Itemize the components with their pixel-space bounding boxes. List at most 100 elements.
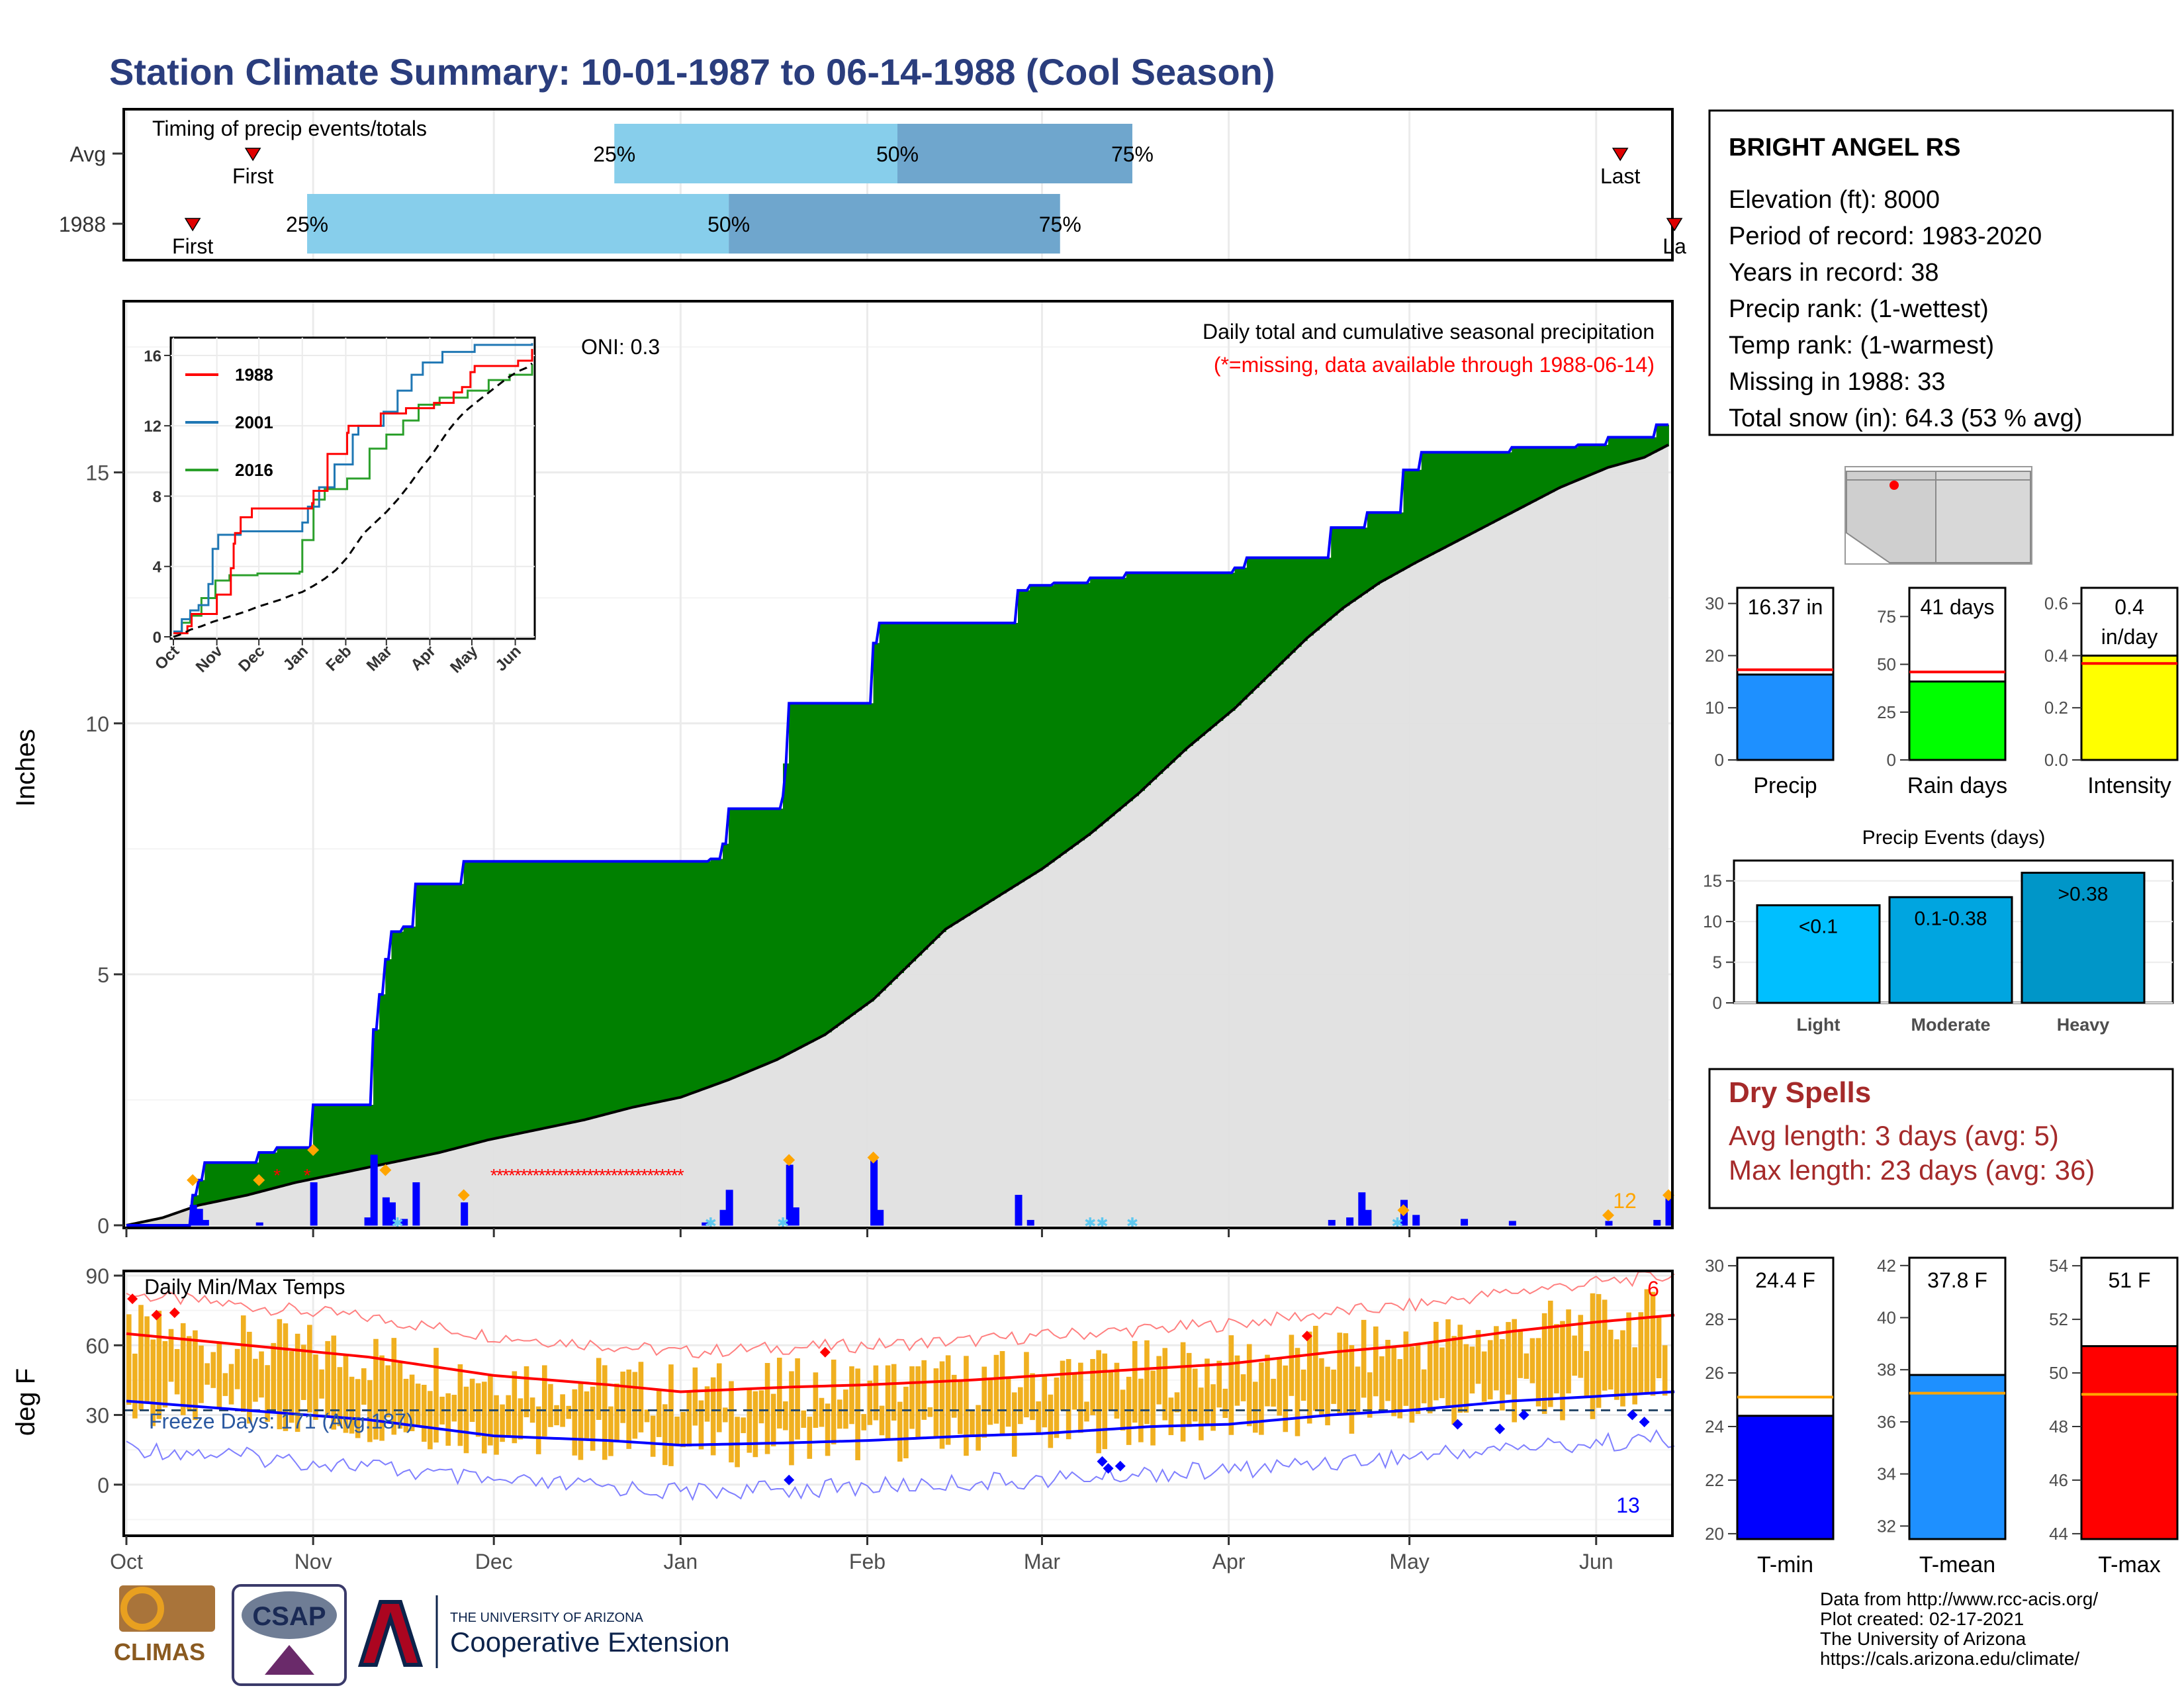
- daily-temp-bar: [1439, 1347, 1445, 1399]
- daily-temp-bar: [289, 1351, 295, 1423]
- above-average-strip: [535, 861, 543, 1129]
- daily-temp-bar: [247, 1331, 252, 1424]
- daily-temp-bar: [1108, 1371, 1114, 1411]
- precip-areas: [126, 423, 1669, 1227]
- above-average-strip: [1656, 424, 1663, 450]
- summary-bar-value: 0.4: [2115, 595, 2144, 619]
- snow-marker: [307, 1144, 320, 1156]
- daily-temp-bar: [1644, 1289, 1650, 1394]
- above-average-strip: [271, 1152, 278, 1188]
- daily-temp-bar: [1590, 1293, 1596, 1419]
- daily-temp-bar: [807, 1417, 813, 1459]
- daily-temp-bar: [560, 1394, 565, 1427]
- daily-temp-bar: [674, 1416, 680, 1445]
- events-y-tick-label: 0: [1713, 993, 1722, 1013]
- daily-precip-bar: [1461, 1219, 1469, 1226]
- daily-temp-bar: [704, 1386, 710, 1422]
- above-average-strip: [716, 859, 723, 1084]
- state-border: [1846, 471, 2030, 481]
- snow-marker: [253, 1174, 265, 1186]
- temp-bar-y-tick-label: 28: [1705, 1309, 1724, 1329]
- above-average-strip: [638, 861, 645, 1105]
- temp-bar-y-tick-label: 50: [2049, 1363, 2068, 1383]
- above-average-strip: [1632, 437, 1639, 460]
- daily-temp-bar: [1535, 1338, 1541, 1407]
- above-average-strip: [1614, 437, 1621, 465]
- summary-y-tick-label: 0.0: [2044, 750, 2068, 770]
- daily-precip-bar: [1653, 1219, 1661, 1226]
- daily-temp-bar: [1036, 1401, 1041, 1434]
- above-average-strip: [873, 643, 880, 997]
- ua-small-text: THE UNIVERSITY OF ARIZONA: [450, 1611, 644, 1625]
- temp-bar-y-tick-label: 46: [2049, 1470, 2068, 1490]
- above-average-strip: [1078, 583, 1085, 841]
- daily-temp-bar: [500, 1404, 505, 1442]
- daily-temp-bar: [1403, 1331, 1409, 1406]
- above-average-strip: [909, 623, 917, 962]
- event-bar: [1756, 904, 1881, 1004]
- daily-temp-bar: [1313, 1325, 1318, 1411]
- missing-marker: *: [665, 1165, 672, 1186]
- above-average-strip: [506, 861, 513, 1136]
- daily-temp-bar: [999, 1351, 1005, 1435]
- above-average-strip: [608, 861, 615, 1113]
- record-low-marker: [1639, 1417, 1650, 1428]
- daily-temp-bar: [199, 1345, 204, 1403]
- above-average-strip: [1108, 577, 1115, 817]
- above-average-strip: [987, 623, 995, 901]
- above-average-strip: [199, 1180, 206, 1205]
- daily-temp-bar: [1180, 1342, 1186, 1442]
- daily-temp-bar: [385, 1365, 390, 1418]
- observed-cumulative-line: [126, 423, 1668, 1227]
- above-average-strip: [1222, 573, 1230, 716]
- above-average-strip: [1391, 512, 1398, 575]
- above-average-strip: [752, 808, 760, 1069]
- daily-temp-bar: [283, 1323, 289, 1431]
- above-average-strip: [903, 623, 911, 968]
- event-bar-label: <0.1: [1799, 916, 1838, 938]
- daily-temp-bar: [729, 1381, 734, 1463]
- daily-temp-bar: [1578, 1315, 1584, 1378]
- daily-temp-bar: [1210, 1384, 1216, 1431]
- daily-temp-bar: [590, 1386, 596, 1451]
- daily-temp-bar: [518, 1398, 523, 1440]
- temp-bar-y-tick-label: 48: [2049, 1417, 2068, 1436]
- daily-temp-bar: [933, 1368, 939, 1437]
- above-average-strip: [1355, 528, 1362, 598]
- summary-bar-label: Rain days: [1907, 773, 2007, 798]
- daily-temp-bar: [626, 1369, 632, 1449]
- daily-temp-bar: [156, 1311, 162, 1419]
- above-average-strip: [379, 994, 387, 1165]
- above-average-strip: [1638, 437, 1645, 459]
- above-average-strip: [1234, 567, 1242, 706]
- above-average-strip: [1578, 444, 1585, 479]
- above-average-strip: [964, 623, 971, 916]
- above-average-strip: [945, 623, 952, 927]
- above-average-strip: [313, 1105, 320, 1178]
- daily-precip-bar: [201, 1219, 209, 1226]
- daily-precip-bar: [719, 1209, 727, 1226]
- daily-temp-bar: [1090, 1358, 1095, 1415]
- missing-marker: *: [641, 1165, 648, 1186]
- temp-bar-y-tick-label: 40: [1877, 1308, 1896, 1328]
- above-average-strip: [307, 1147, 314, 1180]
- daily-temp-bar: [1277, 1357, 1282, 1416]
- above-average-strip: [789, 703, 796, 1052]
- snow-marker: [187, 1174, 199, 1186]
- daily-temp-bar: [463, 1386, 469, 1454]
- above-average-strip: [1433, 452, 1440, 552]
- daily-precip-bar: [189, 1205, 197, 1226]
- above-average-strip: [355, 1105, 362, 1170]
- daily-precip-bar: [1605, 1221, 1613, 1226]
- daily-precip-bar: [1508, 1221, 1516, 1226]
- corner-count: 12: [1613, 1189, 1637, 1213]
- temp-bar-y-tick-label: 30: [1705, 1256, 1724, 1276]
- daily-temp-bar: [1024, 1352, 1029, 1418]
- above-average-strip: [403, 926, 410, 1160]
- above-average-strip: [1240, 567, 1248, 700]
- daily-temp-bar: [409, 1374, 415, 1432]
- above-average-strip: [1494, 452, 1500, 521]
- above-average-strip: [885, 623, 892, 985]
- above-average-strip: [277, 1147, 284, 1187]
- daily-temp-bar: [993, 1354, 999, 1424]
